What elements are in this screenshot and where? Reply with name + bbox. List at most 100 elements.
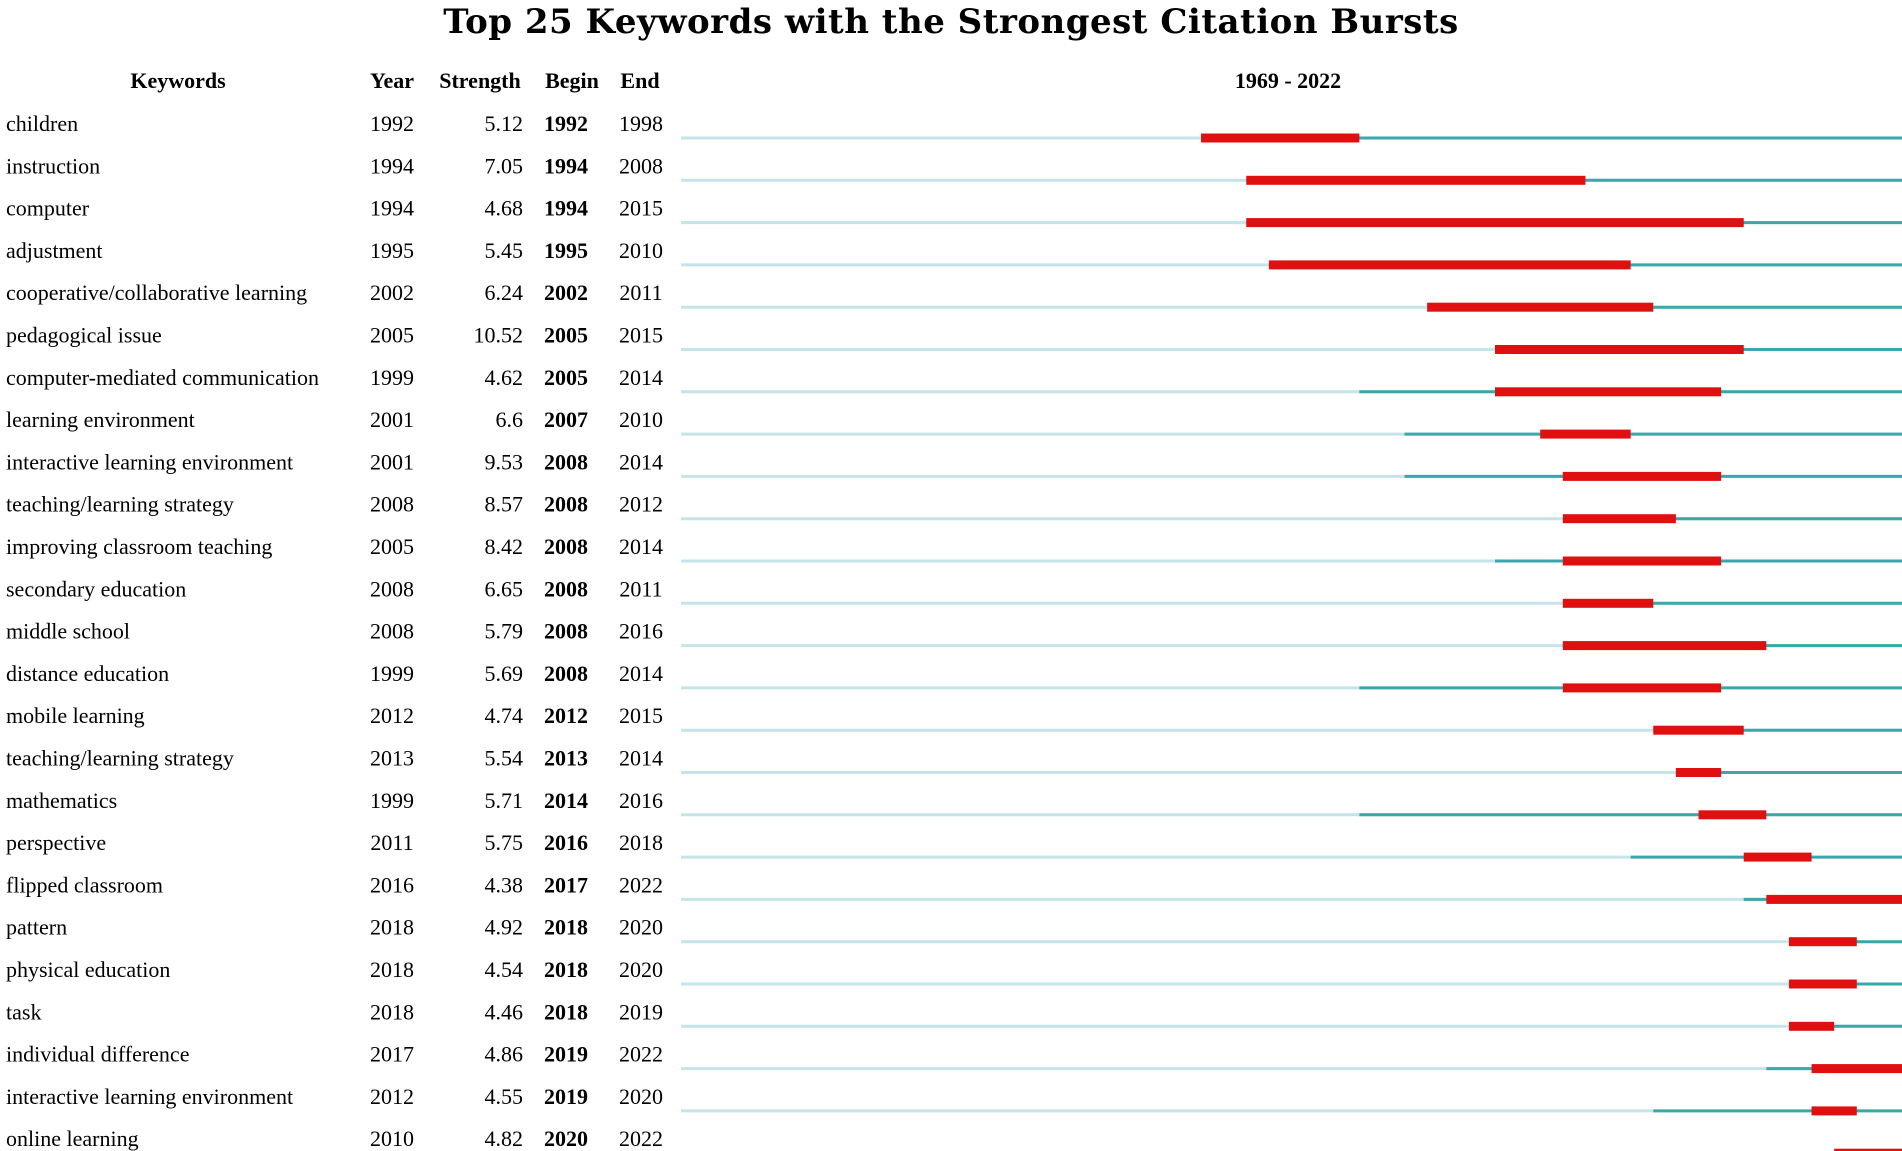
header-year: Year [370,68,414,93]
year-value: 2008 [370,492,414,517]
strength-value: 5.75 [485,830,524,855]
end-value: 1998 [619,111,663,136]
burst-bar [1788,979,1857,989]
year-value: 2002 [370,280,414,305]
burst-row: online learning 2010 4.82 2020 2022 [6,1126,1902,1151]
burst-row: interactive learning environment 2012 4.55… [6,1084,1902,1116]
year-value: 1992 [370,111,414,136]
begin-value: 1994 [544,196,588,221]
year-value: 1999 [370,365,414,390]
begin-value: 2008 [544,492,588,517]
burst-rows: children 1992 5.12 1992 1998 instruction 1994 7… [6,111,1902,1151]
keyword-label: adjustment [6,238,103,263]
burst-bar [1766,894,1902,904]
end-value: 2015 [619,323,663,348]
burst-row: physical education 2018 4.54 2018 2020 [6,957,1902,989]
strength-value: 5.71 [485,788,524,813]
begin-value: 2008 [544,661,588,686]
keyword-label: online learning [6,1126,139,1151]
keyword-label: teaching/learning strategy [6,746,234,771]
strength-value: 9.53 [485,449,524,474]
header-begin: Begin [545,68,599,93]
strength-value: 4.74 [485,703,524,728]
year-value: 1995 [370,238,414,263]
burst-bar [1246,218,1744,228]
end-value: 2014 [619,365,663,390]
keyword-label: improving classroom teaching [6,534,272,559]
burst-bar [1675,768,1722,777]
strength-value: 5.45 [485,238,524,263]
year-value: 2005 [370,534,414,559]
keyword-label: individual difference [6,1042,189,1067]
begin-value: 2014 [544,788,588,813]
begin-value: 2018 [544,999,588,1024]
year-value: 2011 [370,830,413,855]
strength-value: 4.86 [485,1042,524,1067]
end-value: 2010 [619,407,663,432]
end-value: 2016 [619,788,663,813]
end-value: 2011 [619,280,662,305]
begin-value: 2019 [544,1084,588,1109]
burst-row: learning environment 2001 6.6 2007 2010 [6,407,1902,439]
keyword-label: mathematics [6,788,117,813]
end-value: 2014 [619,746,663,771]
keyword-label: children [6,111,78,136]
keyword-label: cooperative/collaborative learning [6,280,307,305]
burst-row: computer-mediated communication 1999 4.62 2… [6,365,1902,397]
strength-value: 6.6 [496,407,524,432]
header-keywords: Keywords [130,68,226,93]
header-range: 1969 - 2022 [1235,68,1341,93]
begin-value: 1995 [544,238,588,263]
year-value: 2012 [370,703,414,728]
strength-value: 8.57 [485,492,524,517]
burst-row: mobile learning 2012 4.74 2012 2015 [6,703,1902,735]
chart-title: Top 25 Keywords with the Strongest Citat… [443,2,1459,42]
year-value: 2017 [370,1042,414,1067]
burst-row: teaching/learning strategy 2013 5.54 2013 20… [6,746,1902,777]
burst-row: interactive learning environment 2001 9.53… [6,449,1902,481]
year-value: 2013 [370,746,414,771]
end-value: 2015 [619,196,663,221]
strength-value: 7.05 [485,153,524,178]
strength-value: 4.54 [485,957,524,982]
burst-bar [1788,937,1857,947]
strength-value: 4.62 [485,365,524,390]
keyword-label: interactive learning environment [6,1084,293,1109]
begin-value: 2013 [544,746,588,771]
end-value: 2022 [619,872,663,897]
begin-value: 2002 [544,280,588,305]
strength-value: 4.68 [485,196,524,221]
keyword-label: middle school [6,619,130,644]
keyword-label: pedagogical issue [6,323,162,348]
burst-bar [1698,810,1767,820]
burst-bar [1495,387,1722,397]
end-value: 2020 [619,915,663,940]
burst-row: children 1992 5.12 1992 1998 [6,111,1902,143]
burst-row: improving classroom teaching 2005 8.42 2008… [6,534,1902,566]
burst-row: mathematics 1999 5.71 2014 2016 [6,788,1902,820]
burst-bar [1834,1148,1902,1151]
keyword-label: learning environment [6,407,195,432]
burst-bar [1811,1106,1857,1116]
end-value: 2011 [619,576,662,601]
burst-row: pedagogical issue 2005 10.52 2005 2015 [6,323,1902,354]
year-value: 1994 [370,153,414,178]
header-row: Keywords Year Strength Begin End 1969 - … [130,68,1341,93]
year-value: 2008 [370,576,414,601]
burst-bar [1268,260,1631,270]
strength-value: 10.52 [474,323,524,348]
begin-value: 2019 [544,1042,588,1067]
end-value: 2022 [619,1042,663,1067]
keyword-label: mobile learning [6,703,145,728]
end-value: 2014 [619,449,663,474]
begin-value: 2007 [544,407,588,432]
end-value: 2020 [619,1084,663,1109]
keyword-label: computer [6,196,90,221]
year-value: 1999 [370,788,414,813]
keyword-label: computer-mediated communication [6,365,319,390]
keyword-label: perspective [6,830,106,855]
end-value: 2022 [619,1126,663,1151]
begin-value: 2016 [544,830,588,855]
begin-value: 2005 [544,323,588,348]
begin-value: 1994 [544,153,588,178]
